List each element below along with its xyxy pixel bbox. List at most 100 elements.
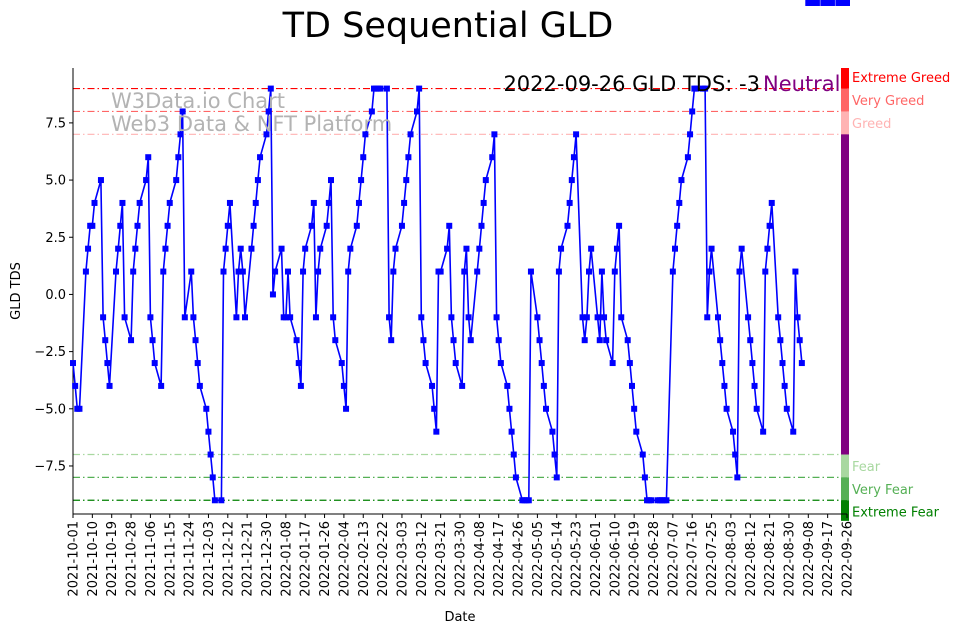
data-point — [596, 337, 603, 344]
data-point — [254, 177, 261, 184]
data-point — [474, 268, 481, 275]
sentiment-segment-0 — [841, 68, 849, 89]
y-tick-label: −7.5 — [34, 459, 66, 474]
data-point — [594, 314, 601, 321]
data-point — [641, 474, 648, 481]
data-point — [398, 222, 405, 229]
data-point — [218, 497, 225, 504]
data-point — [239, 268, 246, 275]
data-point — [480, 199, 487, 206]
data-point — [162, 245, 169, 252]
x-tick-label: 2021-10-19 — [105, 521, 120, 597]
data-point — [405, 154, 412, 161]
data-point — [629, 382, 635, 389]
x-tick-label: 2022-01-17 — [299, 521, 314, 597]
x-tick-label: 2022-04-26 — [512, 521, 527, 597]
data-point — [586, 268, 592, 275]
sentiment-segment-5 — [841, 477, 849, 501]
data-point — [300, 268, 307, 275]
data-point — [672, 245, 678, 252]
data-point — [252, 199, 259, 206]
x-tick-label: 2022-03-21 — [434, 521, 449, 597]
data-point — [495, 337, 502, 344]
zone-label-3: Fear — [852, 460, 881, 475]
data-point — [358, 177, 365, 184]
data-point — [798, 360, 805, 367]
data-point — [328, 177, 334, 184]
data-point — [360, 154, 367, 161]
data-point — [211, 497, 218, 504]
data-point — [766, 222, 773, 229]
data-point — [160, 268, 167, 275]
data-point — [463, 245, 470, 252]
data-point — [429, 382, 436, 389]
y-tick-label: 7.5 — [45, 116, 66, 131]
data-point — [745, 314, 752, 321]
axes: −7.5 −5.0 −2.5 0.0 2.5 5.0 7.5 2021-10-01 2021-1… — [34, 68, 856, 597]
data-point — [308, 222, 315, 229]
data-point — [323, 222, 330, 229]
data-point — [282, 314, 289, 321]
data-point — [631, 405, 638, 412]
data-point — [527, 268, 534, 275]
data-point — [723, 405, 730, 412]
x-tick-label: 2022-08-12 — [744, 521, 759, 597]
x-tick-label: 2022-01-26 — [318, 521, 333, 597]
data-point — [687, 131, 694, 138]
data-point — [416, 85, 423, 92]
data-point — [564, 222, 571, 229]
data-point — [751, 382, 758, 389]
data-point — [145, 154, 152, 161]
data-point — [639, 451, 646, 458]
x-tick-label: 2022-06-28 — [647, 521, 662, 597]
data-point — [115, 245, 122, 252]
data-point — [583, 314, 590, 321]
chart-title: TD Sequential GLD — [282, 6, 614, 46]
reference-lines — [73, 87, 847, 501]
data-point — [573, 131, 580, 138]
data-point — [626, 360, 633, 367]
data-point — [166, 199, 173, 206]
data-point — [269, 291, 276, 298]
data-point — [543, 405, 549, 412]
x-tick-label: 2022-07-07 — [666, 521, 681, 597]
series-gld-tds — [70, 0, 850, 504]
x-tick-label: 2022-08-03 — [724, 521, 739, 597]
data-point — [465, 314, 472, 321]
data-point — [684, 154, 691, 161]
data-point — [325, 199, 332, 206]
data-point — [738, 245, 745, 252]
data-point — [132, 245, 139, 252]
data-point — [82, 268, 89, 275]
data-point — [555, 268, 562, 275]
zone-labels: Extreme Greed Very Greed Greed Fear Very Fea… — [852, 71, 950, 521]
data-point — [568, 177, 575, 184]
data-point — [407, 131, 414, 138]
data-point — [461, 268, 468, 275]
data-point — [392, 245, 399, 252]
x-tick-label: 2021-11-06 — [144, 521, 159, 597]
data-point — [128, 337, 135, 344]
data-point — [693, 85, 700, 92]
data-point — [570, 154, 577, 161]
data-point — [648, 497, 655, 504]
data-point — [272, 268, 279, 275]
data-point — [775, 314, 782, 321]
x-tick-label: 2021-10-01 — [67, 521, 82, 597]
data-point — [233, 314, 240, 321]
data-point — [312, 314, 319, 321]
data-point — [203, 405, 210, 412]
data-point — [512, 474, 519, 481]
data-point — [226, 199, 233, 206]
data-point — [783, 405, 790, 412]
data-point — [106, 382, 113, 389]
data-point — [302, 245, 309, 252]
data-point — [330, 314, 337, 321]
data-point — [768, 199, 775, 206]
y-axis-label: GLD TDS — [9, 262, 24, 320]
data-point — [616, 222, 623, 229]
data-point — [287, 314, 294, 321]
watermark-line-1: W3Data.io Chart — [111, 89, 285, 113]
data-point — [598, 268, 605, 275]
